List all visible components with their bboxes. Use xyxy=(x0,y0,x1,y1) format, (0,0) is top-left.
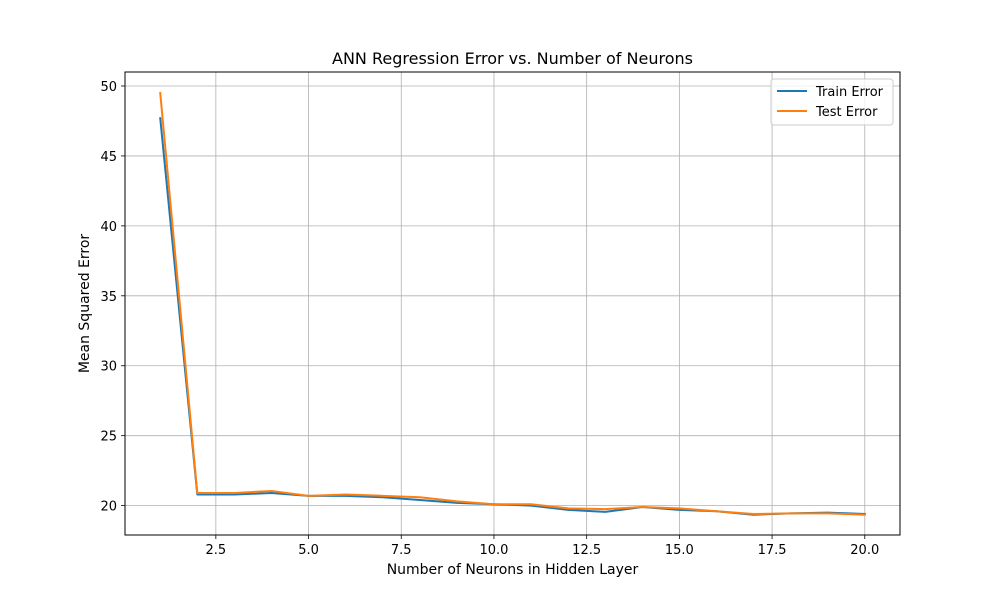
x-tick-label: 7.5 xyxy=(391,543,412,558)
test-error-line xyxy=(159,91,866,516)
y-tick-label: 45 xyxy=(100,150,117,165)
y-tick-label: 35 xyxy=(100,290,117,305)
x-tick-label: 2.5 xyxy=(206,543,227,558)
y-axis-ticks: 20 25 30 35 40 45 50 xyxy=(100,80,125,515)
x-tick-label: 17.5 xyxy=(758,543,787,558)
y-tick-label: 25 xyxy=(100,430,117,445)
grid-lines xyxy=(125,72,900,535)
y-axis-label: Mean Squared Error xyxy=(77,234,93,374)
x-tick-label: 10.0 xyxy=(479,543,508,558)
y-tick-label: 40 xyxy=(100,220,117,235)
x-tick-label: 15.0 xyxy=(665,543,694,558)
legend-label-train: Train Error xyxy=(815,85,884,100)
legend: Train Error Test Error xyxy=(770,78,894,126)
series-lines xyxy=(159,91,866,516)
x-axis-ticks: 2.5 5.0 7.5 10.0 12.5 15.0 17.5 20.0 xyxy=(206,535,879,558)
legend-label-test: Test Error xyxy=(815,105,878,120)
x-tick-label: 5.0 xyxy=(298,543,319,558)
chart-title: ANN Regression Error vs. Number of Neuro… xyxy=(332,49,693,68)
plot-frame xyxy=(124,71,901,536)
x-axis-label: Number of Neurons in Hidden Layer xyxy=(387,562,639,578)
y-tick-label: 30 xyxy=(100,360,117,375)
x-tick-label: 20.0 xyxy=(850,543,879,558)
y-tick-label: 50 xyxy=(100,80,117,95)
x-tick-label: 12.5 xyxy=(572,543,601,558)
y-tick-label: 20 xyxy=(100,500,117,515)
